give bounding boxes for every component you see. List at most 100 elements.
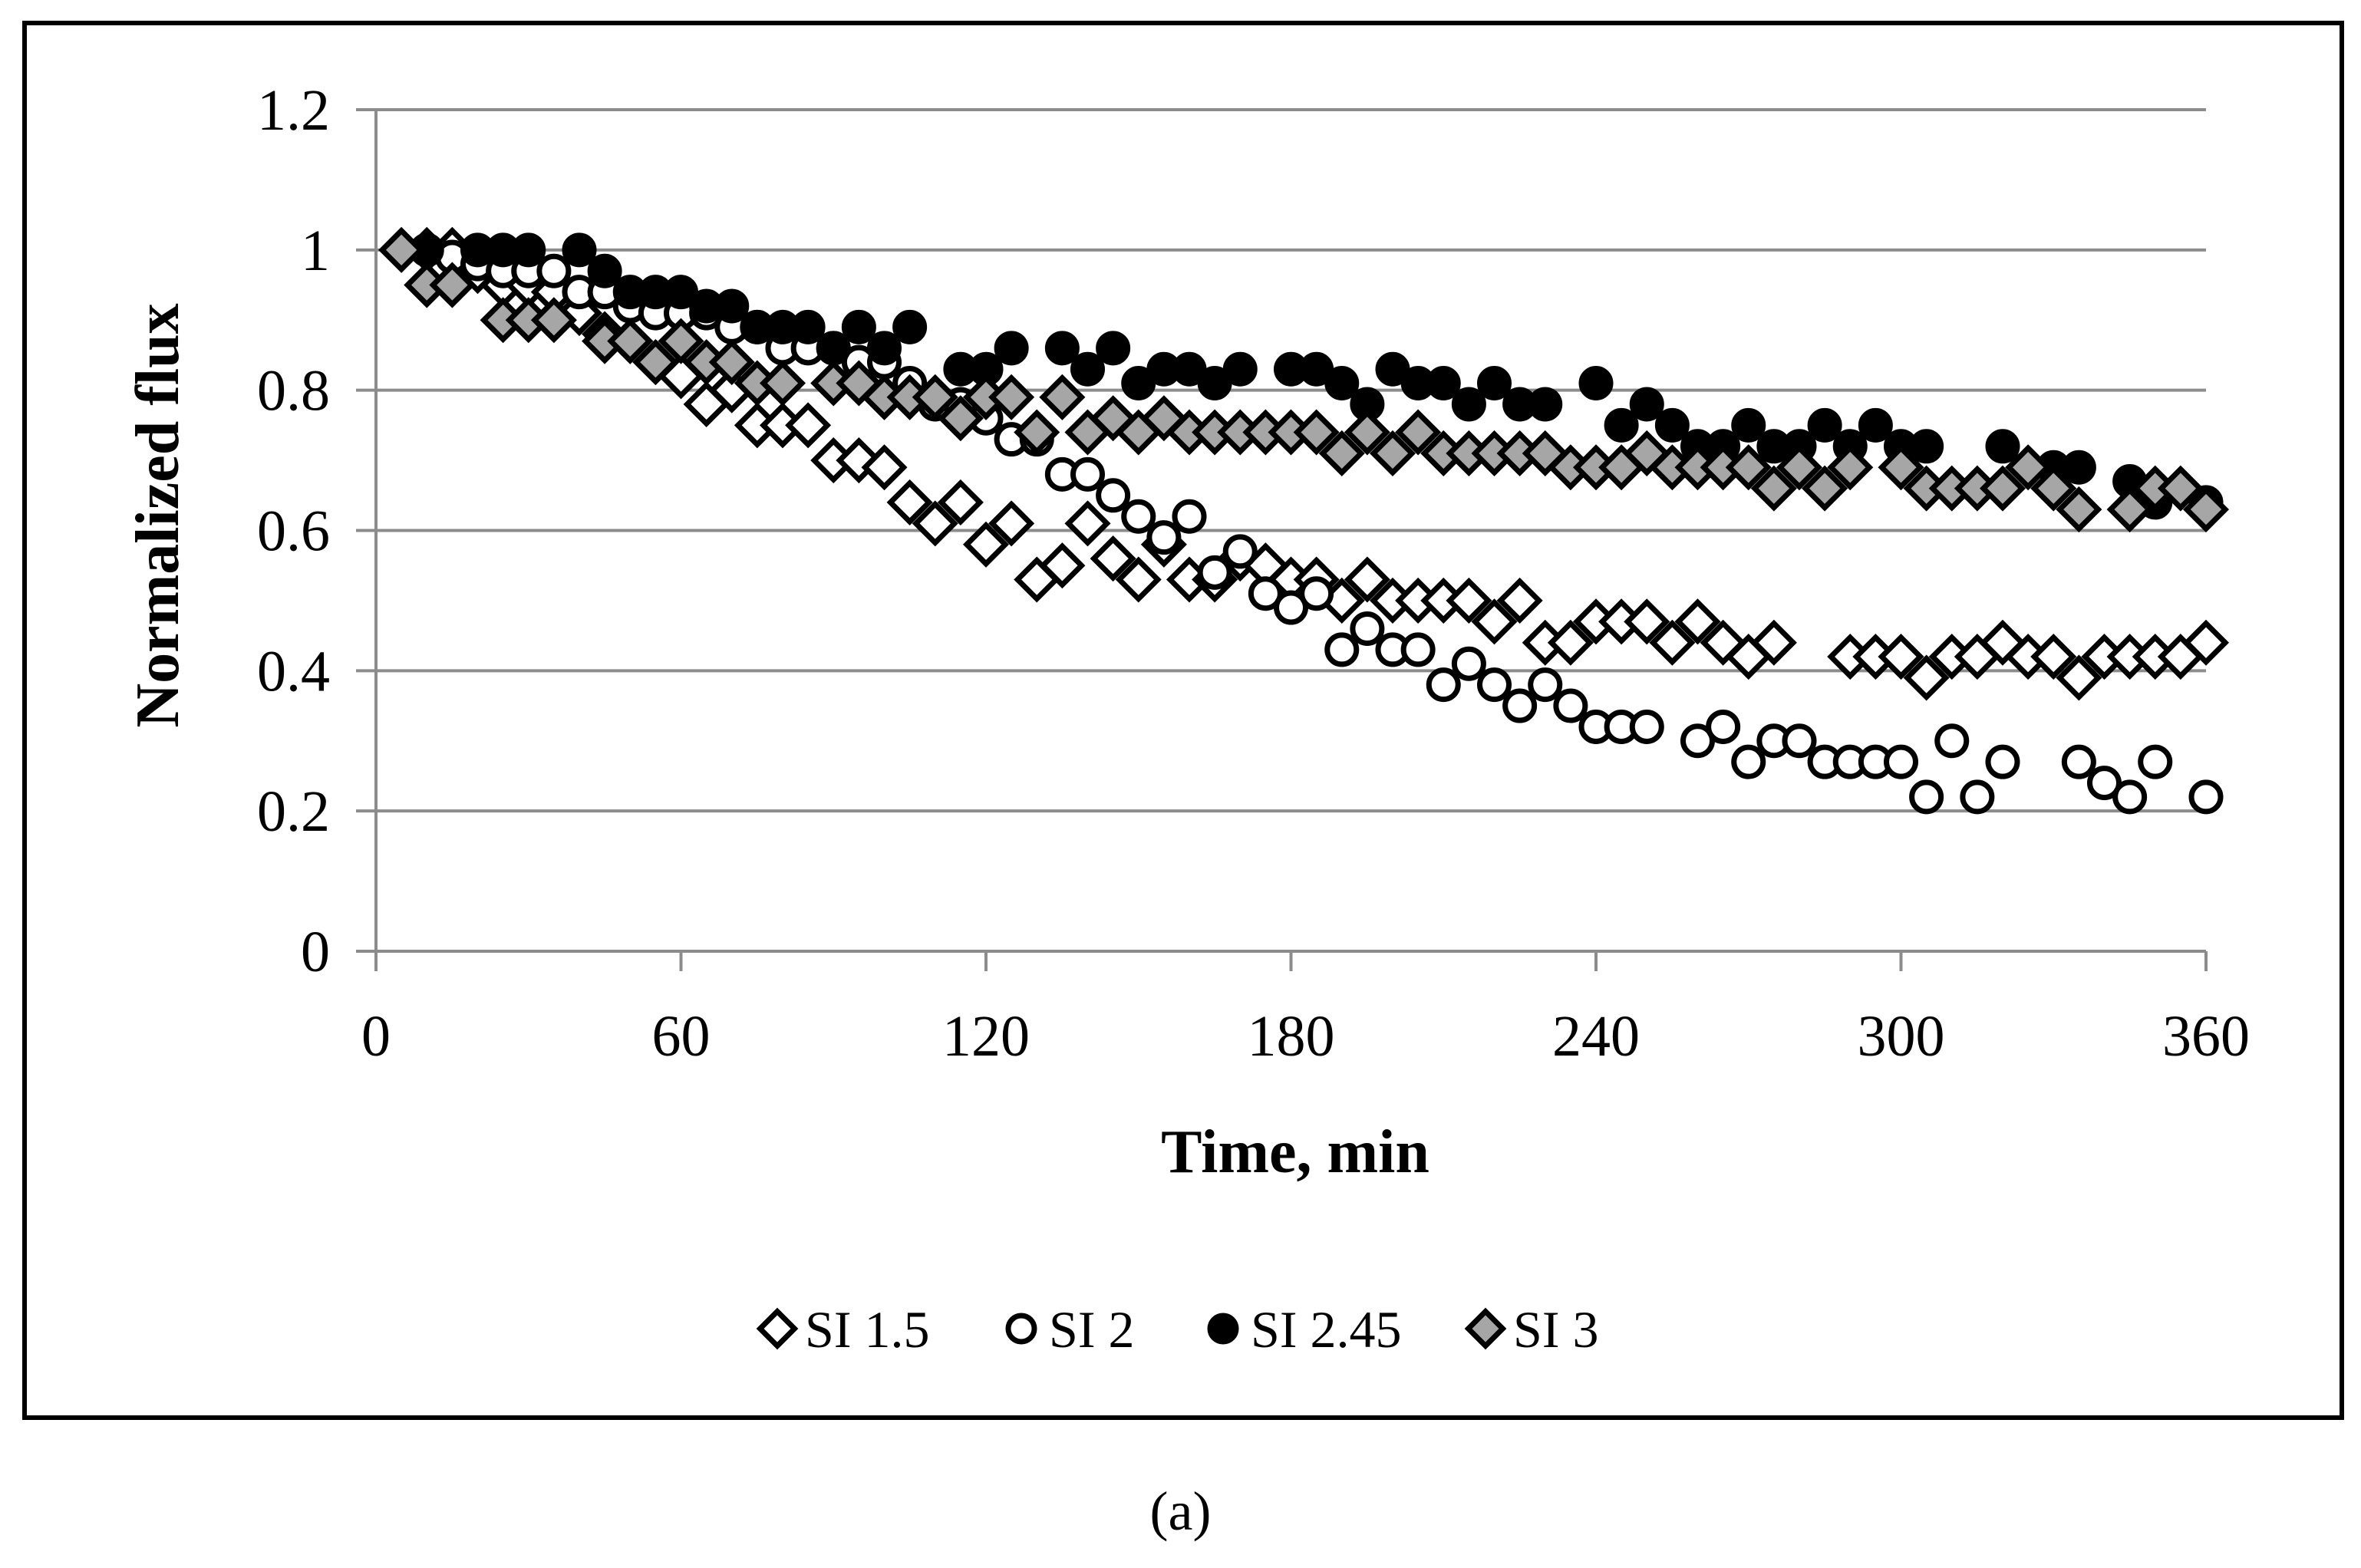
- legend-marker-si-2: [1005, 1313, 1037, 1345]
- data-point-si-3: [759, 360, 806, 407]
- legend-label-si-1-5: SI 1.5: [805, 1300, 929, 1359]
- y-tick-label: 1.2: [257, 78, 330, 143]
- data-point-si-2: [1629, 709, 1664, 744]
- data-point-si-2-45: [790, 309, 826, 344]
- data-point-si-2: [1400, 632, 1436, 667]
- data-point-si-2-45: [1375, 351, 1410, 387]
- data-point-si-3: [378, 226, 425, 273]
- y-tick-label: 0.4: [257, 639, 330, 703]
- data-point-si-3: [1140, 395, 1187, 442]
- data-point-si-1-5: [1039, 542, 1086, 589]
- data-point-si-2-45: [1324, 366, 1360, 401]
- data-point-si-1-5: [988, 500, 1035, 547]
- legend-item-si-1-5: SI 1.5: [756, 1300, 929, 1359]
- series-si-3: [378, 226, 2230, 533]
- data-point-si-2: [2188, 779, 2224, 815]
- data-point-si-1-5: [1547, 619, 1594, 666]
- data-point-si-2: [1502, 688, 1538, 723]
- data-point-si-2-45: [892, 309, 928, 344]
- legend-item-si-2: SI 2: [1005, 1300, 1134, 1359]
- data-point-si-3: [1979, 465, 2026, 512]
- data-point-si-3: [1725, 444, 1772, 491]
- data-point-si-2: [1884, 744, 1918, 779]
- data-point-si-3: [1395, 409, 1442, 456]
- data-point-si-2-45: [841, 309, 876, 344]
- data-point-si-3: [1293, 409, 1340, 456]
- data-point-si-2: [1121, 499, 1156, 534]
- data-point-si-1-5: [912, 500, 958, 547]
- data-point-si-2: [1553, 688, 1588, 723]
- data-point-si-2: [1985, 744, 2020, 779]
- data-point-si-3: [2005, 444, 2052, 491]
- legend-item-si-2-45: SI 2.45: [1207, 1300, 1401, 1359]
- data-point-si-2: [1299, 576, 1334, 611]
- legend-item-si-3: SI 3: [1464, 1300, 1598, 1359]
- data-point-si-2: [2087, 766, 2122, 801]
- data-point-si-2-45: [1909, 429, 1944, 464]
- data-point-si-2-45: [1172, 351, 1207, 387]
- data-point-si-2-45: [1197, 366, 1232, 401]
- data-point-si-2: [1197, 555, 1232, 590]
- legend-label-si-2-45: SI 2.45: [1251, 1300, 1401, 1359]
- data-point-si-3: [2157, 465, 2204, 512]
- data-point-si-3: [988, 374, 1035, 420]
- data-point-si-3: [2106, 486, 2153, 533]
- data-point-si-3: [836, 360, 882, 407]
- data-point-si-3: [708, 339, 755, 386]
- data-point-si-1-5: [1115, 556, 1162, 603]
- data-point-si-2: [1528, 667, 1563, 703]
- data-point-si-1-5: [1878, 634, 1924, 680]
- plot-area: [378, 226, 2230, 815]
- data-point-si-2-45: [1807, 407, 1842, 443]
- axes: [356, 108, 2208, 971]
- y-axis-title: Normalized flux: [124, 303, 192, 727]
- legend-marker-si-2-45: [1207, 1313, 1239, 1345]
- data-point-si-3: [2182, 486, 2230, 533]
- data-point-si-1-5: [1649, 619, 1696, 666]
- data-point-si-3: [1776, 444, 1823, 491]
- data-point-si-3: [1014, 409, 1060, 456]
- data-point-si-2-45: [1629, 387, 1664, 422]
- legend: SI 1.5 SI 2 SI 2.45 SI 3: [756, 1300, 1598, 1359]
- data-point-si-2: [1350, 611, 1385, 646]
- data-point-si-1-5: [1446, 577, 1492, 624]
- data-point-si-2-45: [1858, 407, 1893, 443]
- data-point-si-2: [1706, 709, 1741, 744]
- x-tick-label: 240: [1552, 1004, 1640, 1069]
- data-point-si-2-45: [1451, 387, 1486, 422]
- data-point-si-2-45: [511, 232, 546, 268]
- legend-marker-si-3: [1464, 1307, 1507, 1350]
- data-point-si-2: [1426, 667, 1461, 703]
- data-point-si-2-45: [994, 331, 1029, 366]
- data-point-si-2: [1934, 723, 1970, 759]
- figure-caption: (a): [1149, 1481, 1212, 1542]
- data-point-si-1-5: [1496, 577, 1543, 624]
- data-point-si-1-5: [962, 521, 1010, 568]
- data-point-si-3: [912, 374, 958, 420]
- data-point-si-2: [1146, 520, 1182, 555]
- data-point-si-2-45: [2061, 450, 2096, 485]
- data-point-si-1-5: [2182, 619, 2230, 666]
- data-point-si-3: [1750, 465, 1797, 512]
- data-point-si-2-45: [714, 288, 750, 324]
- data-point-si-2: [1324, 632, 1360, 667]
- data-point-si-2-45: [1426, 366, 1461, 401]
- series-si-1-5: [404, 226, 2230, 701]
- chart-frame: [22, 21, 2344, 1420]
- x-tick-label: 180: [1248, 1004, 1335, 1069]
- data-point-si-2-45: [1070, 351, 1105, 387]
- data-point-si-2: [2061, 744, 2096, 779]
- data-point-si-1-5: [836, 437, 882, 484]
- data-point-si-2: [1909, 779, 1944, 815]
- y-tick-label: 0.2: [257, 779, 330, 844]
- x-tick-label: 0: [361, 1004, 391, 1069]
- data-point-si-3: [2056, 486, 2102, 533]
- x-tick-label: 300: [1858, 1004, 1945, 1069]
- data-point-si-3: [530, 297, 577, 344]
- data-point-si-1-5: [2030, 634, 2077, 680]
- data-point-si-3: [1878, 444, 1924, 491]
- data-point-si-2-45: [1731, 407, 1766, 443]
- data-point-si-1-5: [886, 479, 933, 525]
- data-point-si-1-5: [1064, 500, 1111, 547]
- data-point-si-2: [1451, 646, 1486, 681]
